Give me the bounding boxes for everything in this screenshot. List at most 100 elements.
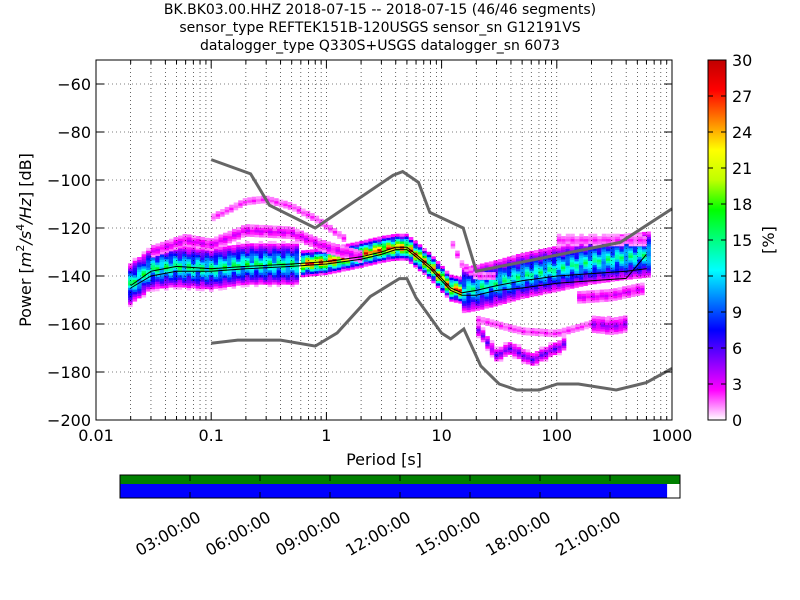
density-cell	[211, 218, 216, 222]
density-cell	[209, 288, 214, 292]
density-cell	[600, 323, 605, 327]
density-cell	[533, 290, 539, 294]
density-cell	[231, 285, 237, 289]
density-cell	[245, 250, 250, 254]
density-cell	[565, 253, 570, 257]
density-cell	[128, 304, 133, 308]
density-cell	[470, 275, 476, 278]
density-cell	[218, 266, 223, 269]
density-cell	[304, 239, 309, 243]
density-cell	[236, 282, 241, 286]
density-cell	[408, 241, 414, 245]
density-cell	[344, 246, 349, 250]
density-cell	[308, 241, 313, 245]
density-cell	[543, 358, 549, 362]
density-cell	[204, 271, 210, 275]
density-cell	[480, 319, 486, 323]
density-cell	[529, 294, 534, 298]
density-cell	[258, 279, 264, 283]
density-cell	[249, 245, 255, 249]
density-cell	[473, 271, 478, 275]
density-cell	[215, 213, 221, 217]
density-cell	[200, 269, 205, 273]
density-cell	[506, 271, 512, 274]
density-cell	[332, 270, 337, 274]
density-cell	[404, 252, 409, 256]
density-cell	[240, 258, 246, 262]
density-cell	[344, 251, 349, 255]
density-cell	[597, 243, 602, 247]
density-cell	[305, 254, 310, 258]
density-cell	[335, 251, 340, 255]
density-cell	[236, 231, 241, 235]
density-cell	[164, 261, 169, 265]
density-cell	[614, 275, 620, 279]
density-cell	[614, 263, 620, 267]
density-cell	[186, 253, 192, 257]
density-cell	[484, 264, 489, 268]
density-cell	[458, 283, 463, 287]
density-cell	[249, 248, 255, 252]
density-cell	[381, 259, 387, 263]
density-cell	[150, 279, 156, 283]
density-cell	[524, 280, 530, 284]
density-cell	[386, 251, 391, 255]
density-cell	[182, 272, 187, 276]
density-cell	[515, 270, 521, 274]
density-cell	[610, 247, 615, 251]
density-cell	[146, 259, 151, 263]
density-cell	[272, 240, 277, 244]
density-cell	[331, 252, 336, 256]
density-cell	[449, 279, 454, 283]
density-cell	[204, 274, 210, 278]
density-cell	[155, 248, 160, 252]
density-cell	[637, 251, 642, 255]
density-cell	[574, 275, 579, 279]
y-axis-title: Power [m2/s4/Hz] [dB]	[14, 153, 35, 327]
x-tick-label: 1	[321, 426, 331, 445]
density-cell	[200, 244, 205, 248]
density-cell	[631, 291, 636, 295]
density-cell	[286, 228, 291, 232]
density-cell	[155, 264, 160, 268]
density-cell	[632, 249, 638, 253]
grid-lines	[96, 60, 672, 420]
density-cell	[493, 301, 498, 305]
density-cell	[520, 291, 525, 295]
density-cell	[614, 261, 620, 265]
density-cell	[605, 326, 610, 330]
density-cell	[491, 276, 496, 280]
density-cell	[599, 296, 605, 300]
density-cell	[466, 299, 471, 303]
nlnm-line	[211, 277, 673, 392]
density-cell	[484, 284, 489, 287]
density-cell	[155, 254, 160, 258]
density-cell	[227, 252, 232, 256]
density-cell	[137, 269, 142, 272]
density-cell	[641, 258, 647, 262]
density-cell	[196, 243, 201, 247]
density-cell	[300, 250, 306, 254]
density-cell	[641, 234, 647, 238]
density-cell	[354, 263, 360, 267]
density-cell	[440, 265, 445, 269]
density-cell	[254, 279, 259, 283]
density-cell	[186, 246, 192, 250]
density-cell	[344, 256, 349, 260]
density-cell	[610, 269, 615, 273]
density-cell	[164, 270, 169, 274]
density-cell	[641, 260, 647, 264]
density-cell	[512, 325, 517, 329]
density-cell	[169, 245, 174, 249]
density-cell	[173, 250, 178, 254]
density-cell	[213, 264, 219, 268]
density-cell	[610, 238, 616, 242]
density-cell	[592, 266, 597, 270]
density-cell	[466, 273, 471, 277]
density-cell	[245, 262, 250, 266]
density-cell	[512, 330, 517, 334]
density-cell	[227, 245, 232, 249]
density-cell	[200, 285, 205, 289]
density-cell	[313, 236, 318, 240]
colorbar-tick-label: 0	[732, 411, 742, 430]
